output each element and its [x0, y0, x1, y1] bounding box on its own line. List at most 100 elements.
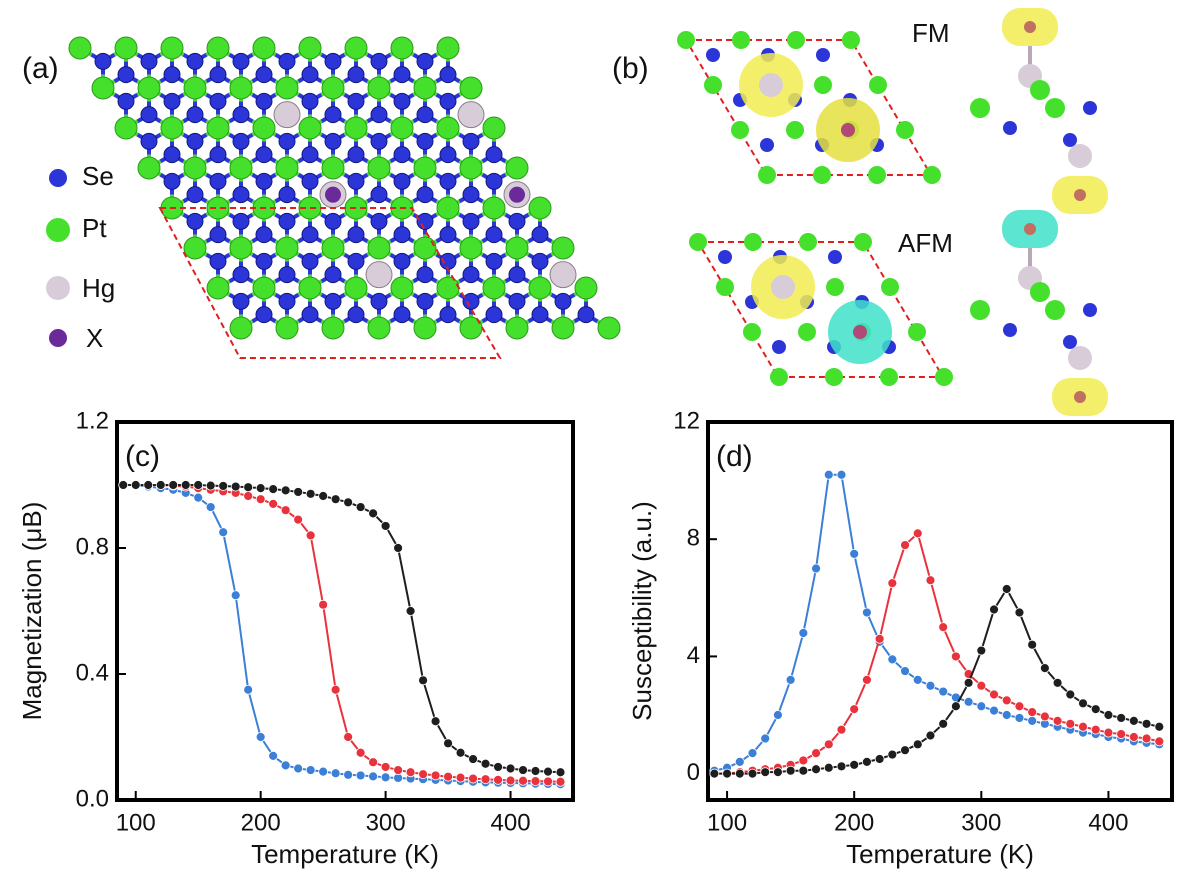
x-axis-title: Temperature (K) [846, 839, 1034, 869]
data-point [255, 494, 266, 505]
data-point [912, 739, 923, 750]
data-point [862, 674, 872, 685]
data-point [1014, 607, 1025, 618]
pt-atom [574, 276, 598, 300]
data-point [785, 674, 796, 685]
se-atom [554, 292, 572, 310]
data-point [1052, 677, 1063, 688]
se-atom [347, 172, 365, 190]
se-atom [439, 92, 457, 110]
se-atom [1083, 303, 1097, 317]
pt-atom [826, 278, 844, 296]
pt-atom [321, 156, 345, 180]
x-atom [1074, 189, 1086, 201]
se-atom [301, 92, 319, 110]
pt-atom [229, 316, 253, 340]
pt-atom [390, 36, 414, 60]
se-atom [370, 132, 388, 150]
y-tick-label: 0.4 [76, 659, 109, 686]
data-point [836, 724, 847, 735]
se-atom [209, 92, 227, 110]
se-atom [347, 66, 365, 84]
se-atom [278, 132, 296, 150]
se-atom [416, 106, 434, 124]
se-atom [485, 252, 503, 270]
data-point [900, 540, 910, 550]
legend-swatch [46, 218, 70, 242]
data-point [747, 768, 758, 779]
data-point [1065, 718, 1076, 729]
hg-atom [365, 261, 393, 289]
se-atom [416, 212, 434, 230]
se-atom [255, 172, 273, 190]
y-tick-label: 0.0 [76, 785, 109, 812]
pt-atom [551, 236, 575, 260]
pt-atom [842, 31, 860, 49]
se-atom [1003, 121, 1017, 135]
se-atom [186, 106, 204, 124]
data-point [130, 480, 141, 490]
data-point [976, 701, 987, 712]
pt-atom [935, 368, 953, 386]
data-point [722, 768, 732, 779]
se-atom [209, 226, 227, 244]
pt-atom [91, 76, 115, 100]
se-atom [232, 106, 250, 124]
pt-atom [1045, 98, 1065, 118]
pt-atom [413, 76, 437, 100]
se-atom [163, 172, 181, 190]
x-tick-label: 300 [961, 809, 1001, 836]
legend-label: Hg [82, 273, 115, 303]
data-point [862, 607, 872, 618]
data-point [218, 527, 229, 538]
pt-atom [206, 276, 230, 300]
x-atom [325, 186, 341, 203]
data-point [268, 484, 279, 494]
data-point [443, 771, 453, 782]
pt-atom [881, 278, 899, 296]
se-atom [140, 52, 158, 70]
pt-atom [275, 316, 299, 340]
se-atom [301, 146, 319, 164]
pt-atom [1030, 282, 1050, 302]
data-point [518, 765, 528, 775]
se-atom [508, 266, 526, 284]
se-atom [209, 172, 227, 190]
data-point [925, 575, 936, 586]
data-point [380, 762, 391, 772]
pt-atom [786, 121, 804, 139]
data-point [505, 775, 516, 786]
se-atom [531, 226, 549, 244]
se-atom [186, 186, 204, 204]
se-atom [462, 292, 480, 310]
x-atom [1074, 391, 1086, 403]
data-point [168, 480, 179, 490]
se-atom [531, 252, 549, 270]
pt-atom [1030, 80, 1050, 100]
se-atom [416, 292, 434, 310]
data-point [709, 768, 720, 779]
pt-atom [321, 236, 345, 260]
data-point [280, 505, 291, 516]
pt-atom [298, 116, 322, 140]
se-atom [485, 306, 503, 324]
unit-cell [684, 39, 933, 176]
data-point [1154, 736, 1165, 747]
pt-atom [1045, 300, 1065, 320]
data-point [1027, 707, 1038, 717]
se-atom [140, 106, 158, 124]
hg-atom [771, 275, 795, 299]
data-point [823, 739, 834, 750]
data-point [950, 651, 961, 662]
data-point [380, 772, 391, 783]
pt-atom [436, 196, 460, 220]
data-point [293, 487, 304, 497]
legend-swatch [49, 329, 67, 347]
pt-atom [677, 31, 695, 49]
pt-atom [367, 156, 391, 180]
data-point [1128, 715, 1139, 726]
data-point [900, 745, 910, 756]
se-atom [393, 66, 411, 84]
y-tick-label: 0.8 [76, 533, 109, 560]
hg-atom [273, 101, 301, 129]
